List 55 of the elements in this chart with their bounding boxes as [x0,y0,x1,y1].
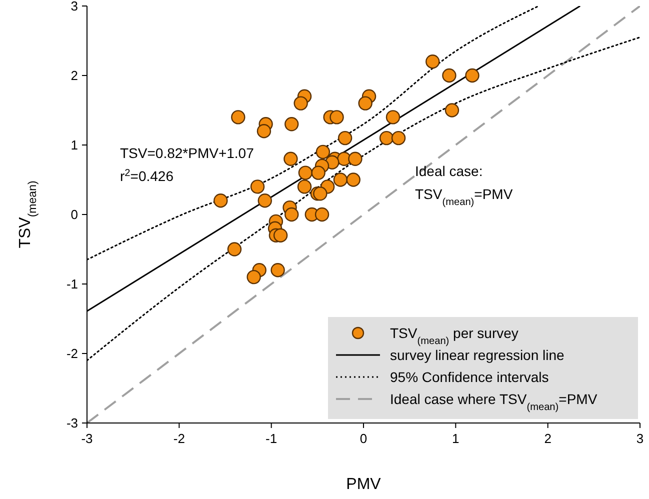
x-tick-label: -3 [81,431,93,446]
point [284,207,299,222]
point [313,186,328,201]
point [358,96,372,110]
point [338,130,352,146]
point [442,68,456,83]
y-tick-label: -2 [66,346,78,361]
point [379,130,394,146]
y-tick-label: 2 [70,68,78,83]
point [297,180,312,194]
y-tick-label: 1 [70,138,78,152]
annotation: Ideal case: [415,163,483,179]
y-tick-label: -3 [66,416,78,430]
point [346,172,360,187]
x-tick-label: -2 [173,431,185,446]
point [214,194,228,208]
point [426,54,440,69]
point [227,242,242,256]
point [386,110,400,124]
point [284,117,299,132]
point [246,270,261,284]
x-tick-label: 2 [544,431,552,446]
y-tick-label: 0 [70,207,78,222]
point [391,130,406,146]
x-tick-label: 0 [360,431,368,446]
point [250,180,265,194]
point [273,228,288,242]
legend-label: Ideal case where TSV$_{(mean)}$=PMV [390,391,598,412]
point [333,172,348,187]
annotation: TSV=0.82*PMV+1.07 [120,145,254,161]
point [316,144,330,160]
legend-label: TSV$_{(mean)}$ per survey [390,325,518,346]
annotation: TSV$_{(mean)}$=PMV [415,186,514,208]
y-tick-label: 3 [70,0,78,14]
x-tick-label: -1 [266,431,278,446]
point [314,207,330,222]
point [311,166,326,180]
point [256,124,272,138]
x-tick-label: 3 [636,431,644,446]
legend-label: 95% Confidence intervals [390,369,549,385]
point [444,103,460,118]
point [330,110,344,124]
y-tick-label: -1 [66,276,78,292]
legend-label: survey linear regression line [390,347,565,363]
point [270,263,285,278]
point [348,152,362,166]
annotation: r$^{2}$=0.426 [120,168,174,184]
point [465,68,480,83]
point [284,152,298,166]
point [294,96,308,110]
point [231,110,246,124]
x-axis-title: PMV [346,476,382,493]
point [258,194,272,208]
point [298,166,313,180]
x-tick-label: 1 [452,431,460,446]
